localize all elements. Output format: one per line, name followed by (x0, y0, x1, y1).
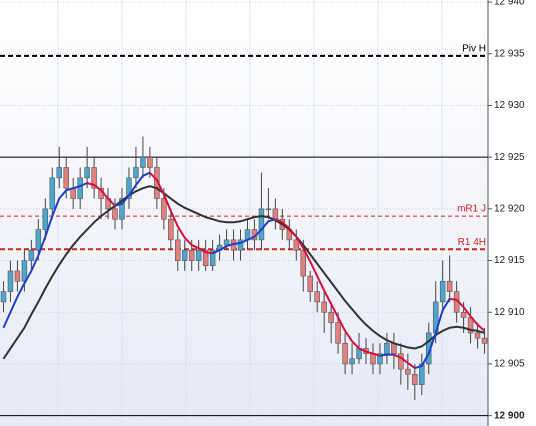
axis-background (488, 0, 536, 426)
candle-body (182, 249, 188, 261)
candle-body (439, 280, 446, 303)
fast-ma-line (393, 353, 416, 369)
level-label: R1 4H (458, 237, 486, 248)
candle-body (328, 311, 334, 323)
candle-body (349, 358, 355, 365)
candle-body (223, 239, 230, 246)
slow-ma-line (2, 185, 485, 360)
candle-body (7, 270, 14, 292)
fast-ma-line (2, 182, 88, 329)
candle-body (370, 353, 376, 365)
level-label: Piv H (462, 43, 486, 54)
y-tick-label: 12 920 (494, 204, 525, 215)
candle-body (195, 249, 202, 261)
candle-body (377, 353, 383, 365)
candle-body (391, 342, 397, 354)
candle-body (70, 187, 76, 199)
candle-body (412, 374, 418, 385)
candle-body (314, 291, 320, 303)
fast-ma-line (414, 298, 451, 370)
candle-body (188, 249, 195, 261)
y-tick-label: 12 930 (494, 100, 525, 111)
candle-body (133, 167, 139, 179)
candle-body (140, 156, 146, 168)
candle-body (307, 275, 313, 292)
candle-body (175, 239, 181, 261)
y-tick-label: 12 900 (494, 410, 525, 421)
candle-body (35, 229, 42, 251)
fast-ma-line (149, 171, 213, 255)
candle-body (293, 239, 300, 251)
candle-body (202, 249, 209, 267)
candle-body (91, 167, 97, 189)
candle-body (161, 198, 167, 220)
candle-body (168, 218, 174, 241)
candle-body (28, 249, 35, 261)
y-tick-label: 12 940 (494, 0, 525, 8)
candle-body (209, 249, 216, 267)
candle-body (126, 177, 132, 199)
candle-body (112, 208, 118, 220)
candle-body (119, 198, 125, 220)
fast-ma-line (449, 297, 486, 332)
candle-body (0, 291, 7, 303)
y-tick-label: 12 915 (494, 255, 525, 266)
candle-body (147, 156, 153, 168)
y-tick-label: 12 935 (494, 48, 525, 59)
level-label: mR1 J (457, 204, 486, 215)
fast-ma-line (212, 218, 276, 255)
fast-ma-line (379, 353, 394, 357)
candle-body (321, 301, 327, 313)
candle-body (419, 363, 425, 385)
candle-body (258, 208, 265, 241)
candle-body (342, 342, 348, 365)
fast-ma-line (114, 171, 151, 207)
y-tick-label: 12 925 (494, 152, 525, 163)
candle-body (481, 337, 488, 344)
candle-body (460, 311, 467, 318)
candle-body (384, 342, 390, 354)
candle-body (405, 368, 411, 375)
candle-body (474, 332, 481, 339)
candle-body (63, 167, 69, 189)
candle-body (42, 208, 49, 230)
y-tick-label: 12 905 (494, 359, 525, 370)
candle-body (14, 270, 21, 282)
candle-body (272, 208, 279, 220)
candle-body (84, 167, 90, 179)
plot-background (0, 0, 488, 426)
candle-body (77, 177, 83, 199)
candle-body (49, 177, 56, 210)
y-tick-label: 12 910 (494, 307, 525, 318)
fast-ma-line (274, 218, 381, 357)
candle-body (56, 167, 62, 179)
fast-ma-line (86, 182, 116, 207)
candle-body (398, 353, 404, 370)
candle-body (335, 322, 341, 344)
candle-body (300, 249, 306, 277)
candle-body (265, 208, 272, 211)
candle-body (237, 239, 244, 251)
candle-body (446, 280, 453, 292)
candle-body (21, 260, 28, 282)
